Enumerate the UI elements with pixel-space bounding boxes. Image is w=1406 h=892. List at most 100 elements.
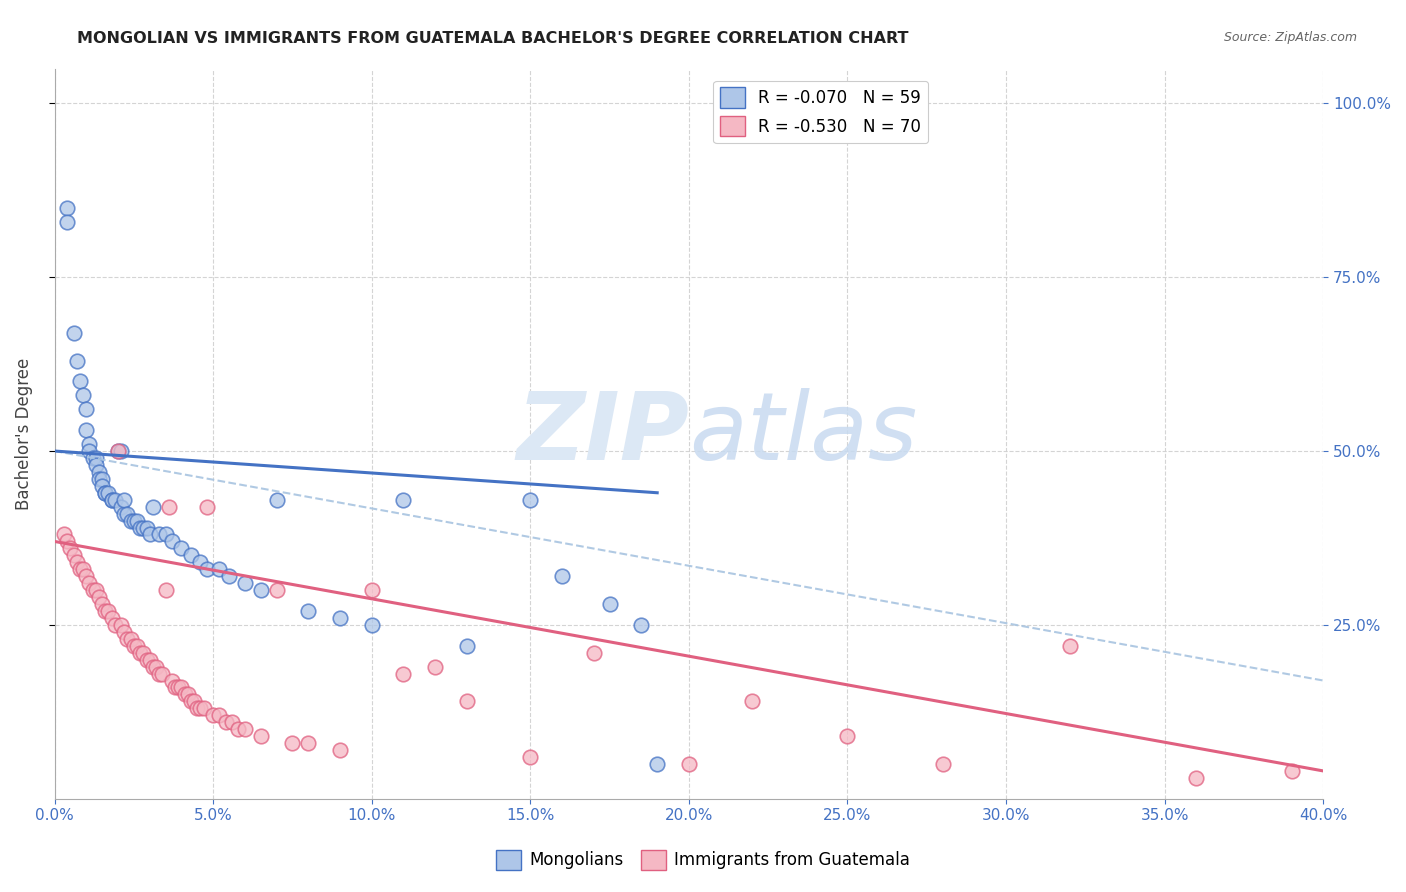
Point bbox=[87, 465, 110, 479]
Point bbox=[120, 514, 142, 528]
Point bbox=[82, 450, 104, 465]
Point bbox=[87, 590, 110, 604]
Point bbox=[195, 500, 218, 514]
Point bbox=[94, 485, 117, 500]
Point bbox=[94, 485, 117, 500]
Point bbox=[266, 492, 288, 507]
Point bbox=[599, 597, 621, 611]
Point bbox=[360, 583, 382, 598]
Point bbox=[112, 507, 135, 521]
Point bbox=[69, 562, 91, 576]
Point bbox=[150, 666, 173, 681]
Point bbox=[66, 353, 89, 368]
Point bbox=[66, 555, 89, 569]
Point bbox=[195, 562, 218, 576]
Point bbox=[190, 555, 212, 569]
Point bbox=[180, 549, 202, 563]
Point bbox=[75, 569, 97, 583]
Point bbox=[125, 514, 148, 528]
Point bbox=[135, 520, 157, 534]
Point bbox=[91, 479, 114, 493]
Point bbox=[177, 688, 200, 702]
Point bbox=[72, 388, 94, 402]
Point bbox=[132, 646, 155, 660]
Point bbox=[155, 527, 177, 541]
Text: Source: ZipAtlas.com: Source: ZipAtlas.com bbox=[1223, 31, 1357, 45]
Point bbox=[392, 492, 415, 507]
Point bbox=[167, 681, 190, 695]
Point bbox=[142, 659, 165, 673]
Point bbox=[79, 437, 101, 451]
Point bbox=[132, 520, 155, 534]
Point bbox=[645, 756, 668, 771]
Point bbox=[97, 485, 120, 500]
Point bbox=[931, 756, 953, 771]
Point bbox=[266, 583, 288, 598]
Point bbox=[110, 618, 132, 632]
Point bbox=[112, 492, 135, 507]
Point bbox=[107, 444, 129, 458]
Point bbox=[100, 492, 122, 507]
Point bbox=[120, 632, 142, 646]
Point bbox=[148, 666, 170, 681]
Point bbox=[190, 701, 212, 715]
Point bbox=[138, 527, 160, 541]
Point bbox=[202, 708, 225, 723]
Point bbox=[104, 492, 127, 507]
Point bbox=[329, 743, 352, 757]
Point bbox=[519, 750, 541, 764]
Point bbox=[329, 611, 352, 625]
Point bbox=[215, 715, 238, 730]
Point bbox=[129, 646, 152, 660]
Point bbox=[117, 632, 139, 646]
Point bbox=[170, 541, 193, 556]
Legend: Mongolians, Immigrants from Guatemala: Mongolians, Immigrants from Guatemala bbox=[489, 843, 917, 877]
Point bbox=[221, 715, 243, 730]
Point bbox=[110, 444, 132, 458]
Point bbox=[1059, 639, 1081, 653]
Point bbox=[107, 444, 129, 458]
Point bbox=[104, 618, 127, 632]
Point bbox=[87, 472, 110, 486]
Point bbox=[62, 326, 84, 340]
Point bbox=[249, 583, 271, 598]
Point bbox=[233, 723, 256, 737]
Point bbox=[1281, 764, 1303, 778]
Point bbox=[249, 729, 271, 743]
Point bbox=[69, 375, 91, 389]
Point bbox=[228, 723, 250, 737]
Point bbox=[160, 534, 183, 549]
Point bbox=[180, 694, 202, 708]
Point bbox=[155, 583, 177, 598]
Point bbox=[551, 569, 574, 583]
Point bbox=[1185, 771, 1208, 785]
Point bbox=[138, 653, 160, 667]
Point bbox=[97, 604, 120, 618]
Point bbox=[165, 681, 187, 695]
Point bbox=[423, 659, 446, 673]
Text: atlas: atlas bbox=[689, 388, 917, 479]
Point bbox=[82, 583, 104, 598]
Point bbox=[79, 576, 101, 591]
Point bbox=[59, 541, 82, 556]
Point bbox=[84, 450, 107, 465]
Text: ZIP: ZIP bbox=[516, 388, 689, 480]
Point bbox=[456, 694, 478, 708]
Point bbox=[142, 500, 165, 514]
Point bbox=[678, 756, 700, 771]
Point bbox=[183, 694, 205, 708]
Point bbox=[84, 583, 107, 598]
Point bbox=[297, 736, 319, 750]
Point bbox=[122, 514, 145, 528]
Point bbox=[281, 736, 304, 750]
Point bbox=[122, 639, 145, 653]
Point bbox=[297, 604, 319, 618]
Point bbox=[186, 701, 208, 715]
Point bbox=[75, 423, 97, 437]
Point bbox=[837, 729, 859, 743]
Point bbox=[100, 611, 122, 625]
Point bbox=[84, 458, 107, 472]
Point bbox=[135, 653, 157, 667]
Point bbox=[53, 527, 76, 541]
Point bbox=[208, 562, 231, 576]
